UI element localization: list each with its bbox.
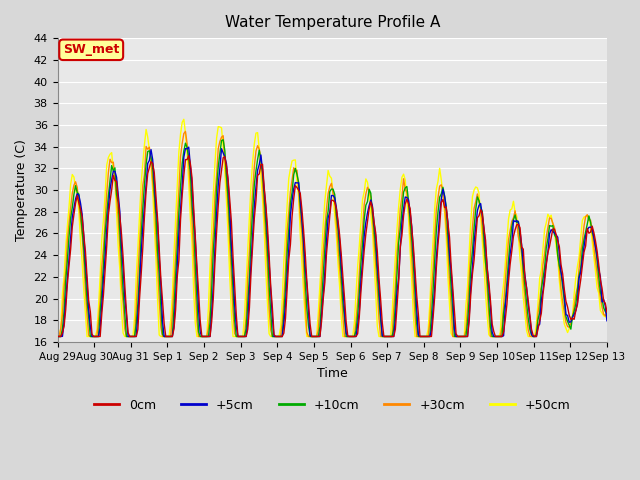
Text: SW_met: SW_met [63, 43, 120, 56]
Title: Water Temperature Profile A: Water Temperature Profile A [225, 15, 440, 30]
Legend: 0cm, +5cm, +10cm, +30cm, +50cm: 0cm, +5cm, +10cm, +30cm, +50cm [89, 394, 575, 417]
Y-axis label: Temperature (C): Temperature (C) [15, 139, 28, 241]
X-axis label: Time: Time [317, 367, 348, 380]
